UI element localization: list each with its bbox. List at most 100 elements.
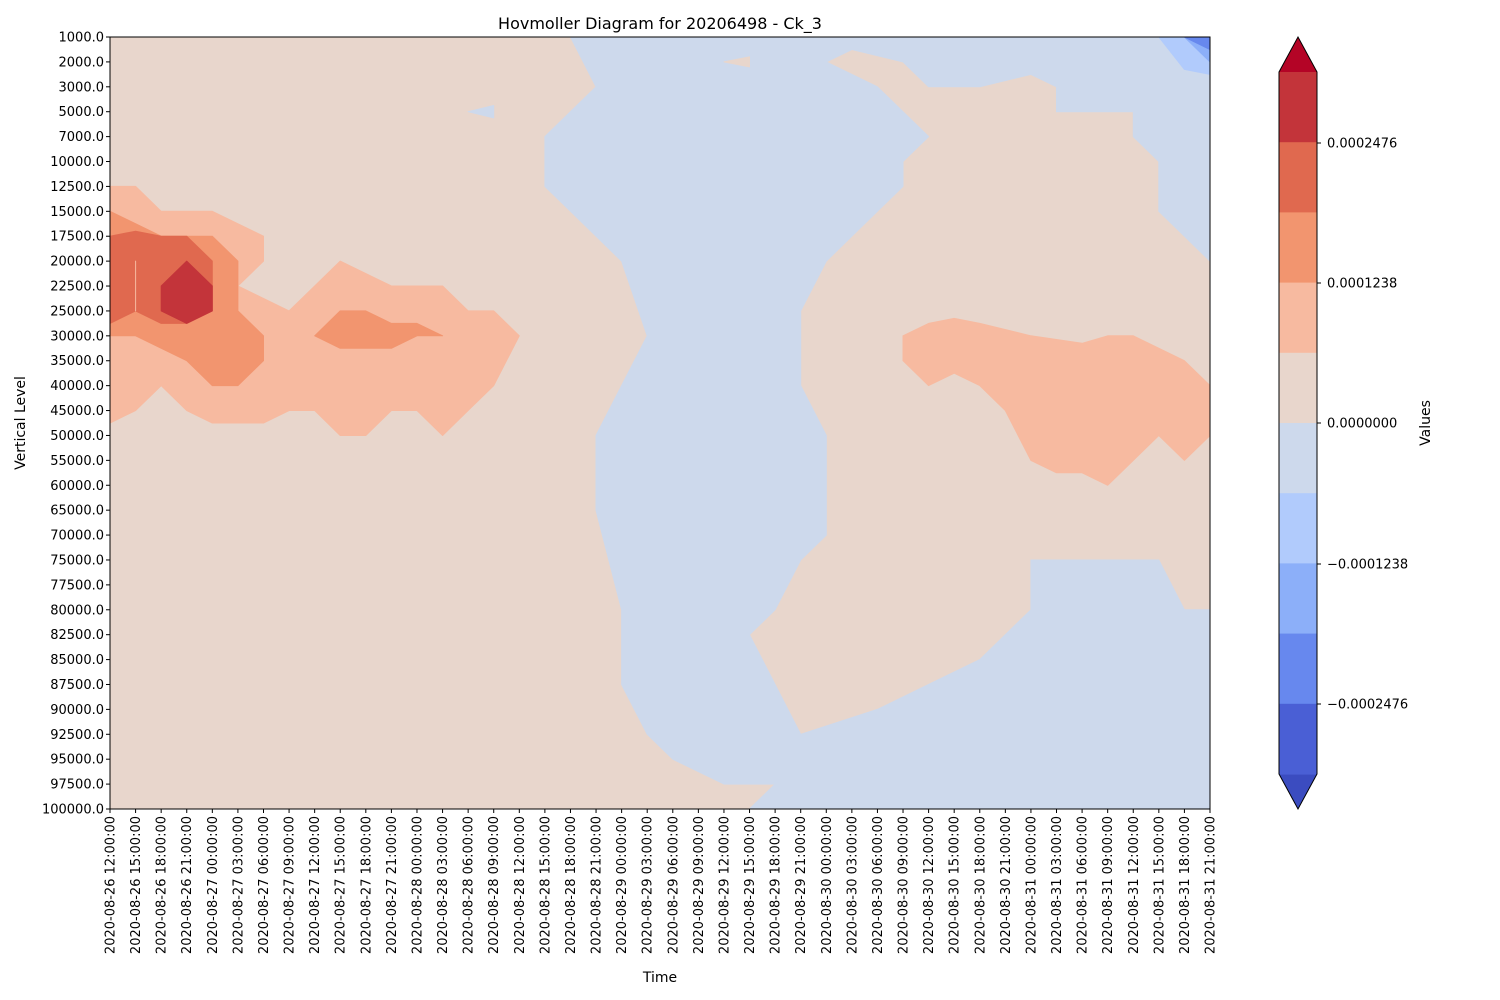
x-tick-label: 2020-08-31 15:00:00 xyxy=(1152,816,1167,954)
y-tick-label: 90000.0 xyxy=(50,703,104,718)
contour-region xyxy=(544,36,1211,810)
contour-region xyxy=(160,260,213,324)
y-tick-label: 95000.0 xyxy=(50,753,104,768)
y-tick-label: 80000.0 xyxy=(50,603,104,618)
plot-area xyxy=(109,36,1211,810)
x-tick-label: 2020-08-28 15:00:00 xyxy=(538,816,553,954)
colorbar-bin xyxy=(1279,142,1317,213)
y-tick-label: 20000.0 xyxy=(50,255,104,270)
colorbar-bin xyxy=(1279,493,1317,564)
x-tick-label: 2020-08-30 09:00:00 xyxy=(897,816,912,954)
y-tick-label: 35000.0 xyxy=(50,354,104,369)
chart-title: Hovmoller Diagram for 20206498 - Ck_3 xyxy=(498,14,822,34)
colorbar-tick-label: 0.0000000 xyxy=(1327,417,1397,432)
y-tick-label: 75000.0 xyxy=(50,553,104,568)
x-tick-label: 2020-08-29 09:00:00 xyxy=(692,816,707,954)
y-tick-label: 55000.0 xyxy=(50,454,104,469)
x-tick-label: 2020-08-29 12:00:00 xyxy=(717,816,732,954)
y-tick-label: 40000.0 xyxy=(50,379,104,394)
x-tick-label: 2020-08-27 03:00:00 xyxy=(231,816,246,954)
x-tick-label: 2020-08-29 15:00:00 xyxy=(743,816,758,954)
x-tick-label: 2020-08-30 15:00:00 xyxy=(948,816,963,954)
colorbar-tick-label: 0.0001238 xyxy=(1327,277,1397,292)
x-tick-label: 2020-08-26 18:00:00 xyxy=(155,816,170,954)
y-tick-label: 7000.0 xyxy=(59,130,105,145)
y-tick-label: 70000.0 xyxy=(50,529,104,544)
y-tick-label: 1000.0 xyxy=(59,31,105,46)
colorbar-tick-label: −0.0002476 xyxy=(1327,698,1408,713)
x-tick-label: 2020-08-29 03:00:00 xyxy=(641,816,656,954)
x-tick-label: 2020-08-28 09:00:00 xyxy=(487,816,502,954)
colorbar-bin xyxy=(1279,703,1317,775)
y-tick-label: 2000.0 xyxy=(59,55,105,70)
y-tick-label: 3000.0 xyxy=(59,80,105,95)
x-tick-label: 2020-08-31 03:00:00 xyxy=(1050,816,1065,954)
x-tick-label: 2020-08-29 06:00:00 xyxy=(666,816,681,954)
y-tick-label: 30000.0 xyxy=(50,329,104,344)
y-tick-label: 97500.0 xyxy=(50,778,104,793)
x-tick-label: 2020-08-31 06:00:00 xyxy=(1076,816,1091,954)
y-axis: 1000.0 2000.0 3000.0 5000.0 7000.0 10000.0 125… xyxy=(42,31,110,818)
x-tick-label: 2020-08-27 18:00:00 xyxy=(359,816,374,954)
x-tick-label: 2020-08-26 12:00:00 xyxy=(104,816,119,954)
x-tick-label: 2020-08-31 09:00:00 xyxy=(1101,816,1116,954)
colorbar-frame xyxy=(1278,35,1318,811)
x-tick-label: 2020-08-29 18:00:00 xyxy=(769,816,784,954)
x-tick-label: 2020-08-28 21:00:00 xyxy=(590,816,605,954)
colorbar-tick-label: 0.0002476 xyxy=(1327,137,1397,152)
colorbar-tick-label: −0.0001238 xyxy=(1327,558,1408,573)
y-tick-label: 25000.0 xyxy=(50,304,104,319)
x-tick-label: 2020-08-30 12:00:00 xyxy=(922,816,937,954)
y-tick-label: 15000.0 xyxy=(50,205,104,220)
colorbar-bin xyxy=(1279,72,1317,143)
x-tick-label: 2020-08-27 15:00:00 xyxy=(334,816,349,954)
y-tick-label: 10000.0 xyxy=(50,155,104,170)
x-tick-label: 2020-08-27 12:00:00 xyxy=(308,816,323,954)
y-tick-label: 60000.0 xyxy=(50,479,104,494)
y-tick-label: 77500.0 xyxy=(50,578,104,593)
y-tick-label: 85000.0 xyxy=(50,653,104,668)
plot-frame xyxy=(109,36,1211,810)
y-tick-label: 45000.0 xyxy=(50,404,104,419)
y-tick-label: 5000.0 xyxy=(59,105,105,120)
x-tick-label: 2020-08-27 00:00:00 xyxy=(206,816,221,954)
y-tick-label: 82500.0 xyxy=(50,628,104,643)
x-tick-label: 2020-08-31 21:00:00 xyxy=(1204,816,1219,954)
colorbar: 0.0002476 0.0001238 0.0000000 −0.0001238 −0.… xyxy=(1278,35,1408,811)
x-tick-label: 2020-08-28 03:00:00 xyxy=(436,816,451,954)
colorbar-label: Values xyxy=(1418,400,1434,446)
x-tick-label: 2020-08-30 21:00:00 xyxy=(999,816,1014,954)
y-tick-label: 65000.0 xyxy=(50,504,104,519)
x-tick-label: 2020-08-26 15:00:00 xyxy=(129,816,144,954)
x-tick-label: 2020-08-27 21:00:00 xyxy=(385,816,400,954)
x-tick-label: 2020-08-28 12:00:00 xyxy=(513,816,528,954)
x-tick-label: 2020-08-28 18:00:00 xyxy=(564,816,579,954)
colorbar-extend-min xyxy=(1279,774,1317,809)
x-tick-label: 2020-08-30 00:00:00 xyxy=(820,816,835,954)
y-tick-label: 100000.0 xyxy=(42,803,104,818)
x-axis-label: Time xyxy=(642,970,677,986)
colorbar-bin xyxy=(1279,563,1317,635)
x-tick-label: 2020-08-30 03:00:00 xyxy=(845,816,860,954)
x-tick-label: 2020-08-29 21:00:00 xyxy=(794,816,809,954)
x-tick-label: 2020-08-28 00:00:00 xyxy=(410,816,425,954)
y-tick-label: 22500.0 xyxy=(50,280,104,295)
contour-region xyxy=(723,56,750,68)
colorbar-bin xyxy=(1279,423,1317,494)
y-tick-label: 17500.0 xyxy=(50,230,104,245)
colorbar-bin xyxy=(1279,352,1317,424)
x-tick-label: 2020-08-28 06:00:00 xyxy=(462,816,477,954)
contour-regions xyxy=(109,36,1211,810)
y-tick-label: 50000.0 xyxy=(50,429,104,444)
y-tick-label: 87500.0 xyxy=(50,678,104,693)
colorbar-bin xyxy=(1279,212,1317,284)
colorbar-bin xyxy=(1279,633,1317,705)
colorbar-bin xyxy=(1279,282,1317,354)
y-tick-label: 12500.0 xyxy=(50,180,104,195)
y-axis-label: Vertical Level xyxy=(13,376,29,470)
x-axis: 2020-08-26 12:00:00 2020-08-26 15:00:00 20… xyxy=(104,809,1219,954)
contour-region xyxy=(467,105,495,119)
x-tick-label: 2020-08-27 06:00:00 xyxy=(257,816,272,954)
x-tick-label: 2020-08-30 18:00:00 xyxy=(973,816,988,954)
